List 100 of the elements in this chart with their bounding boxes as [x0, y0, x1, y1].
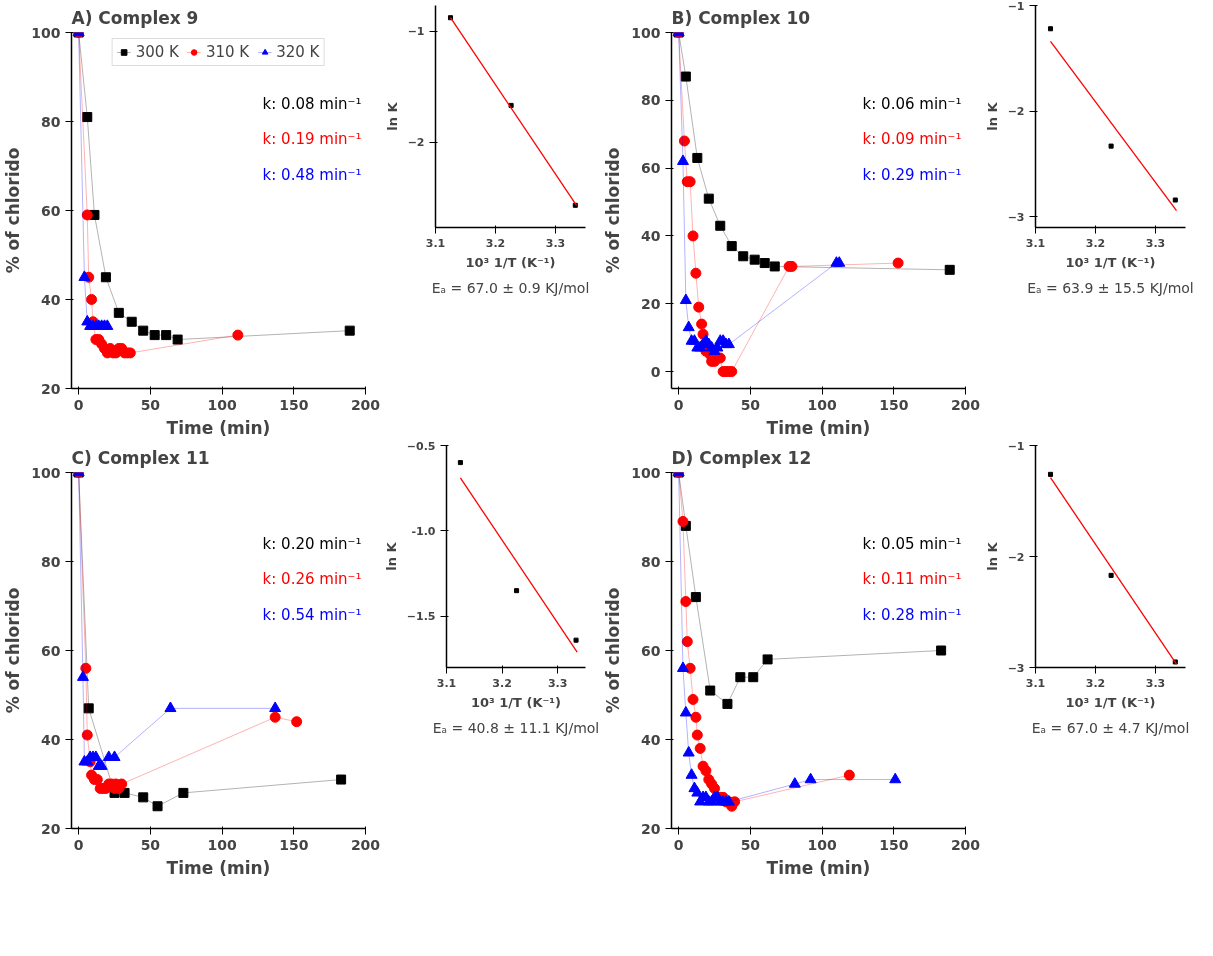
y-tick-label: −2	[407, 136, 425, 150]
x-tick-label: 3.2	[1085, 676, 1106, 690]
x-axis-title: 10³ 1/T (K⁻¹)	[1065, 254, 1156, 270]
x-axis-title: 10³ 1/T (K⁻¹)	[1065, 694, 1156, 710]
annotation: k: 0.29 min⁻¹	[862, 165, 962, 184]
text: Eₐ = 67.0 ± 4.7 KJ/mol	[1031, 719, 1190, 736]
y-tick-label: −3	[1007, 210, 1025, 224]
legend-label: 310 K	[205, 43, 250, 61]
x-tick-label: 3.2	[492, 676, 512, 690]
x-tick-label: 50	[140, 396, 161, 413]
chart-title: C) Complex 11	[71, 447, 210, 468]
x-axis-title: Time (min)	[766, 857, 871, 878]
annotation: k: 0.08 min⁻¹	[262, 94, 362, 113]
x-tick-label: 3.1	[1025, 676, 1046, 690]
x-tick-label: 3.3	[1145, 236, 1166, 250]
y-tick-label: 60	[41, 202, 61, 219]
y-tick-label: 0	[650, 363, 661, 380]
y-tick-label: 20	[41, 820, 61, 837]
y-tick-label: −1	[1007, 0, 1025, 13]
annotation: k: 0.19 min⁻¹	[262, 130, 362, 149]
y-tick-label: 80	[41, 553, 61, 570]
y-tick-label: 100	[31, 464, 61, 481]
y-tick-label: −3	[1007, 661, 1025, 675]
x-tick-label: 150	[279, 836, 309, 853]
y-tick-label: −0.5	[406, 439, 436, 453]
annotation: k: 0.11 min⁻¹	[862, 570, 962, 589]
y-tick-label: 60	[641, 160, 661, 177]
x-tick-label: 200	[350, 396, 381, 413]
x-axis-title: 10³ 1/T (K⁻¹)	[471, 694, 562, 710]
x-tick-label: 3.2	[1085, 236, 1106, 250]
x-tick-label: 100	[807, 396, 837, 413]
x-tick-label: 50	[740, 836, 761, 853]
y-tick-label: -1.0	[411, 524, 436, 538]
y-tick-label: 100	[631, 24, 661, 41]
y-axis-title: % of chlorido	[3, 587, 24, 714]
x-tick-label: 3.3	[1145, 676, 1166, 690]
x-tick-label: 150	[879, 396, 909, 413]
y-tick-label: 80	[641, 553, 661, 570]
x-tick-label: 3.3	[547, 676, 568, 690]
annotation: k: 0.48 min⁻¹	[262, 165, 362, 184]
x-tick-label: 200	[950, 396, 981, 413]
y-tick-label: 80	[641, 92, 661, 109]
x-tick-label: 3.1	[1025, 236, 1046, 250]
y-tick-label: 80	[41, 113, 61, 130]
y-tick-label: 40	[641, 731, 661, 748]
y-tick-label: −1.5	[406, 610, 436, 624]
x-tick-label: 3.3	[545, 236, 566, 250]
x-tick-label: 200	[950, 836, 981, 853]
x-tick-label: 100	[207, 396, 237, 413]
text: Eₐ = 40.8 ± 11.1 KJ/mol	[432, 719, 600, 736]
y-tick-label: 40	[641, 227, 661, 244]
annotation: k: 0.28 min⁻¹	[862, 605, 962, 624]
y-tick-label: −2	[1007, 105, 1025, 119]
y-axis-title: % of chlorido	[603, 587, 624, 714]
text: Eₐ = 67.0 ± 0.9 KJ/mol	[431, 279, 590, 296]
x-tick-label: 0	[673, 396, 684, 413]
annotation: k: 0.26 min⁻¹	[262, 570, 362, 589]
y-tick-label: 60	[641, 642, 661, 659]
y-tick-label: 40	[41, 291, 61, 308]
x-tick-label: 50	[140, 836, 161, 853]
chart-title: D) Complex 12	[671, 447, 812, 468]
chart-title: A) Complex 9	[71, 7, 199, 28]
legend-label: 320 K	[276, 43, 320, 61]
y-tick-label: 40	[41, 731, 61, 748]
y-axis-title: ln K	[984, 101, 1000, 131]
x-axis-title: 10³ 1/T (K⁻¹)	[465, 254, 556, 270]
x-axis-title: Time (min)	[766, 417, 871, 438]
annotation: k: 0.06 min⁻¹	[862, 94, 962, 113]
x-tick-label: 50	[740, 396, 761, 413]
y-tick-label: 20	[41, 380, 61, 397]
x-tick-label: 0	[73, 836, 84, 853]
y-tick-label: 60	[41, 642, 61, 659]
y-tick-label: −1	[1007, 439, 1025, 453]
y-tick-label: 20	[641, 820, 661, 837]
legend-label: 300 K	[135, 43, 179, 61]
x-tick-label: 150	[279, 396, 309, 413]
y-axis-title: ln K	[383, 541, 399, 571]
y-tick-label: −1	[407, 25, 425, 39]
x-tick-label: 100	[807, 836, 837, 853]
x-tick-label: 3.2	[485, 236, 506, 250]
x-tick-label: 100	[207, 836, 237, 853]
x-tick-label: 150	[879, 836, 909, 853]
chart-title: B) Complex 10	[671, 7, 811, 28]
x-tick-label: 0	[73, 396, 84, 413]
annotation: k: 0.05 min⁻¹	[862, 534, 962, 553]
y-axis-title: ln K	[384, 101, 400, 131]
x-tick-label: 200	[350, 836, 381, 853]
annotation: k: 0.54 min⁻¹	[262, 605, 362, 624]
x-axis-title: Time (min)	[166, 417, 271, 438]
x-axis-title: Time (min)	[166, 857, 271, 878]
y-axis-title: % of chlorido	[603, 147, 624, 274]
annotation: k: 0.09 min⁻¹	[862, 130, 962, 149]
x-tick-label: 3.1	[436, 676, 457, 690]
annotation: k: 0.20 min⁻¹	[262, 534, 362, 553]
x-tick-label: 3.1	[425, 236, 446, 250]
x-tick-label: 0	[673, 836, 684, 853]
text: Eₐ = 63.9 ± 15.5 KJ/mol	[1027, 279, 1194, 296]
y-tick-label: −2	[1007, 550, 1025, 564]
y-axis-title: ln K	[984, 541, 1000, 571]
y-tick-label: 100	[31, 24, 61, 41]
